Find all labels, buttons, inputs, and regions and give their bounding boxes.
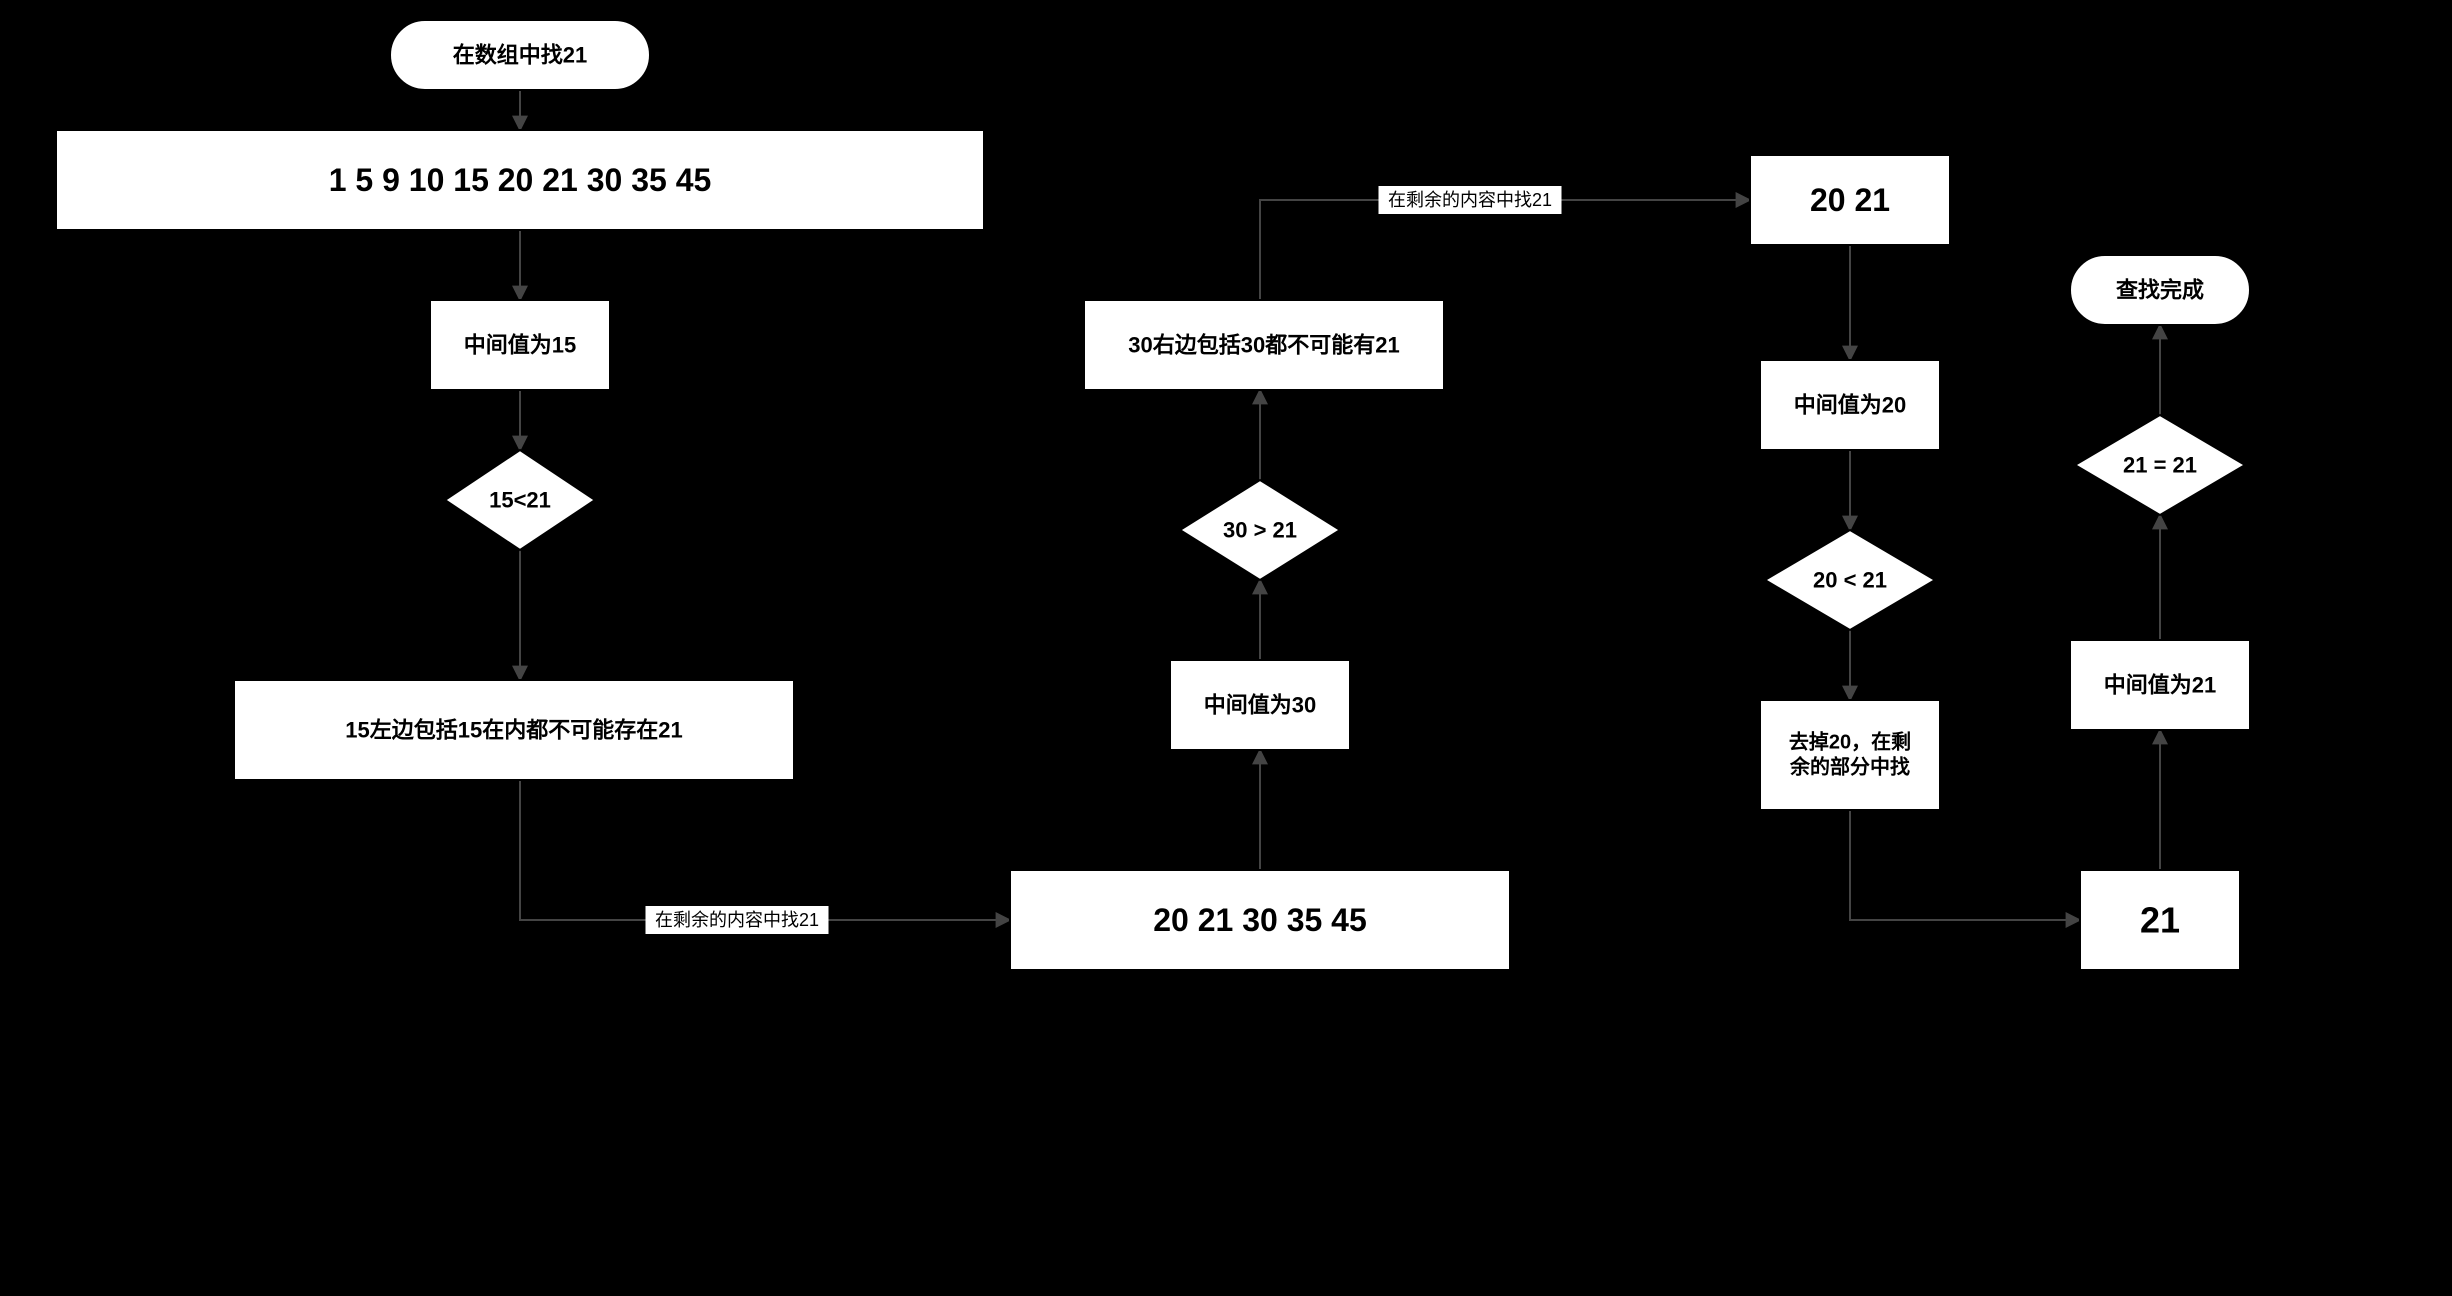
node-drop_left: 15左边包括15在内都不可能存在21 <box>234 680 794 780</box>
node-mid30: 中间值为30 <box>1170 660 1350 750</box>
edge-drop20-arr_1 <box>1850 810 2080 920</box>
node-drop20: 去掉20，在剩余的部分中找 <box>1760 700 1940 810</box>
flowchart-canvas: 在剩余的内容中找21 在剩余的内容中找21 在数组中找21 1 5 9 10 15 2… <box>0 0 2452 1296</box>
node-arr_5: 20 21 30 35 45 <box>1010 870 1510 970</box>
cmp30-label: 30 > 21 <box>1223 518 1297 543</box>
edge-label: 在剩余的内容中找21 <box>1388 190 1552 210</box>
edge-label: 在剩余的内容中找21 <box>655 910 819 930</box>
mid15-label: 中间值为15 <box>464 333 576 358</box>
node-mid15: 中间值为15 <box>430 300 610 390</box>
cmp15-label: 15<21 <box>489 488 551 513</box>
edge-drop_left-arr_5: 在剩余的内容中找21 <box>520 780 1010 934</box>
node-cmp30: 30 > 21 <box>1180 480 1340 580</box>
node-cmp20: 20 < 21 <box>1765 530 1935 630</box>
node-arr_1: 21 <box>2080 870 2240 970</box>
nodes-layer: 在数组中找21 1 5 9 10 15 20 21 30 35 45 中间值为15 1… <box>56 20 2250 970</box>
node-arr_full: 1 5 9 10 15 20 21 30 35 45 <box>56 130 984 230</box>
node-cmp21: 21 = 21 <box>2075 415 2245 515</box>
node-drop_right: 30右边包括30都不可能有21 <box>1084 300 1444 390</box>
node-start: 在数组中找21 <box>390 20 650 90</box>
drop20-shape <box>1760 700 1940 810</box>
mid20-label: 中间值为20 <box>1794 393 1906 418</box>
node-mid21: 中间值为21 <box>2070 640 2250 730</box>
arr_full-label: 1 5 9 10 15 20 21 30 35 45 <box>329 162 712 198</box>
arr_2-label: 20 21 <box>1810 182 1890 218</box>
node-mid20: 中间值为20 <box>1760 360 1940 450</box>
cmp20-label: 20 < 21 <box>1813 568 1887 593</box>
node-cmp15: 15<21 <box>445 450 595 550</box>
drop_left-label: 15左边包括15在内都不可能存在21 <box>345 718 682 743</box>
node-done: 查找完成 <box>2070 255 2250 325</box>
done-label: 查找完成 <box>2116 278 2204 303</box>
arr_1-label: 21 <box>2140 900 2180 941</box>
start-label: 在数组中找21 <box>453 43 587 68</box>
node-arr_2: 20 21 <box>1750 155 1950 245</box>
arr_5-label: 20 21 30 35 45 <box>1153 902 1367 938</box>
cmp21-label: 21 = 21 <box>2123 453 2197 478</box>
mid21-label: 中间值为21 <box>2104 673 2216 698</box>
drop_right-label: 30右边包括30都不可能有21 <box>1128 333 1399 358</box>
mid30-label: 中间值为30 <box>1204 693 1316 718</box>
edge-drop_right-arr_2: 在剩余的内容中找21 <box>1260 186 1750 300</box>
